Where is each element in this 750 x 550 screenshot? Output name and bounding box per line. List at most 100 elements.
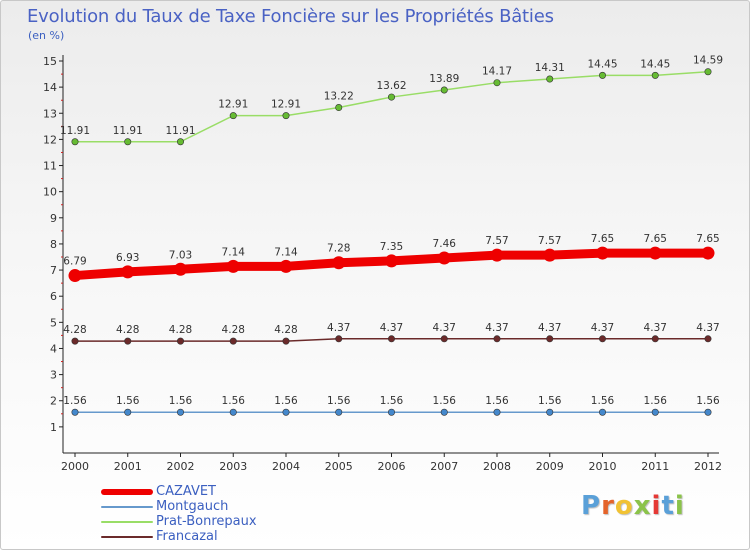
- data-label: 4.37: [485, 322, 508, 334]
- data-point: [177, 408, 185, 416]
- logo-letter: i: [651, 491, 662, 521]
- data-point: [71, 408, 79, 416]
- data-point: [546, 75, 554, 83]
- data-point: [229, 112, 237, 120]
- logo-letter: r: [601, 491, 615, 521]
- x-tick-label: 2012: [694, 460, 722, 473]
- y-tick-label: 7: [50, 264, 57, 277]
- series-prat-bonrepaux: 11.91 11.91 11.91 12.91 12.91 13.22 13.62 13.89…: [60, 55, 723, 146]
- logo-letter: o: [614, 491, 634, 521]
- data-label: 11.91: [165, 125, 195, 137]
- data-point: [332, 256, 346, 270]
- x-tick-label: 2002: [167, 460, 195, 473]
- data-label: 4.28: [222, 324, 245, 336]
- data-label: 12.91: [271, 99, 301, 111]
- data-point: [387, 408, 395, 416]
- data-label: 1.56: [63, 395, 87, 407]
- data-label: 7.57: [485, 235, 508, 247]
- y-tick-label: 9: [50, 212, 57, 225]
- legend-swatch: [101, 536, 153, 538]
- unit-label: (en %): [28, 29, 65, 42]
- data-label: 4.37: [327, 322, 350, 334]
- data-point: [68, 269, 82, 283]
- data-point: [121, 265, 135, 279]
- data-point: [704, 408, 712, 416]
- data-point: [493, 79, 501, 87]
- data-label: 6.79: [63, 256, 86, 268]
- data-point: [335, 104, 343, 112]
- data-point: [124, 138, 132, 146]
- data-label: 7.03: [169, 249, 192, 261]
- data-label: 1.56: [380, 395, 404, 407]
- data-label: 6.93: [116, 252, 139, 264]
- y-tick-label: 6: [50, 290, 57, 303]
- data-point: [335, 335, 343, 343]
- data-label: 14.45: [640, 58, 670, 70]
- x-tick-label: 2006: [378, 460, 406, 473]
- data-point: [651, 71, 659, 79]
- data-point: [701, 246, 715, 260]
- data-point: [493, 335, 501, 343]
- data-point: [596, 246, 609, 260]
- data-point: [124, 408, 132, 416]
- legend-label: Montgauch: [156, 499, 229, 514]
- data-label: 7.57: [538, 235, 561, 247]
- x-tick-label: 2001: [114, 460, 142, 473]
- data-label: 7.65: [591, 233, 614, 245]
- y-tick-label: 3: [50, 369, 57, 382]
- legend-label: Francazal: [156, 529, 218, 544]
- data-point: [546, 335, 554, 343]
- data-label: 1.56: [538, 395, 562, 407]
- data-label: 7.28: [327, 243, 350, 255]
- data-point: [598, 408, 606, 416]
- data-label: 7.14: [274, 246, 298, 258]
- data-point: [282, 112, 290, 120]
- y-tick-label: 11: [43, 160, 57, 173]
- data-point: [335, 408, 343, 416]
- data-label: 7.14: [222, 246, 246, 258]
- data-label: 4.28: [116, 324, 139, 336]
- chart-title: Evolution du Taux de Taxe Foncière sur l…: [27, 6, 554, 27]
- data-point: [598, 335, 606, 343]
- data-point: [282, 337, 290, 345]
- y-tick-label: 15: [43, 55, 57, 68]
- logo-letter: t: [661, 491, 675, 521]
- x-tick-label: 2007: [430, 460, 458, 473]
- data-point: [493, 408, 501, 416]
- data-point: [279, 259, 293, 273]
- data-label: 7.65: [644, 233, 667, 245]
- data-label: 14.17: [482, 66, 512, 78]
- data-point: [282, 408, 290, 416]
- legend-label: CAZAVET: [156, 484, 216, 499]
- data-label: 1.56: [485, 395, 509, 407]
- x-tick-label: 2011: [641, 460, 669, 473]
- data-label: 1.56: [222, 395, 246, 407]
- legend-swatch: [101, 506, 153, 508]
- data-label: 1.56: [591, 395, 615, 407]
- data-point: [437, 251, 451, 265]
- data-label: 1.56: [116, 395, 140, 407]
- data-label: 7.46: [433, 238, 457, 250]
- x-tick-label: 2004: [272, 460, 300, 473]
- data-label: 12.91: [218, 99, 248, 111]
- y-tick-label: 8: [50, 238, 57, 251]
- y-tick-label: 5: [50, 316, 57, 329]
- data-label: 7.35: [380, 241, 403, 253]
- data-label: 1.56: [644, 395, 668, 407]
- data-point: [229, 337, 237, 345]
- data-label: 14.31: [535, 62, 565, 74]
- series-francazal: 4.28 4.28 4.28 4.28 4.28 4.37 4.37 4.37 4.37 4.37…: [63, 322, 720, 345]
- y-tick-label: 1: [50, 421, 57, 434]
- data-point: [651, 408, 659, 416]
- data-point: [440, 86, 448, 94]
- data-label: 11.91: [60, 125, 90, 137]
- data-point: [651, 335, 659, 343]
- data-label: 1.56: [327, 395, 351, 407]
- series-montgauch: 1.56 1.56 1.56 1.56 1.56 1.56 1.56 1.56 1.56 1.56…: [63, 395, 720, 416]
- data-point: [71, 337, 79, 345]
- data-point: [177, 138, 185, 146]
- logo-letter: x: [633, 491, 652, 521]
- data-point: [387, 93, 395, 101]
